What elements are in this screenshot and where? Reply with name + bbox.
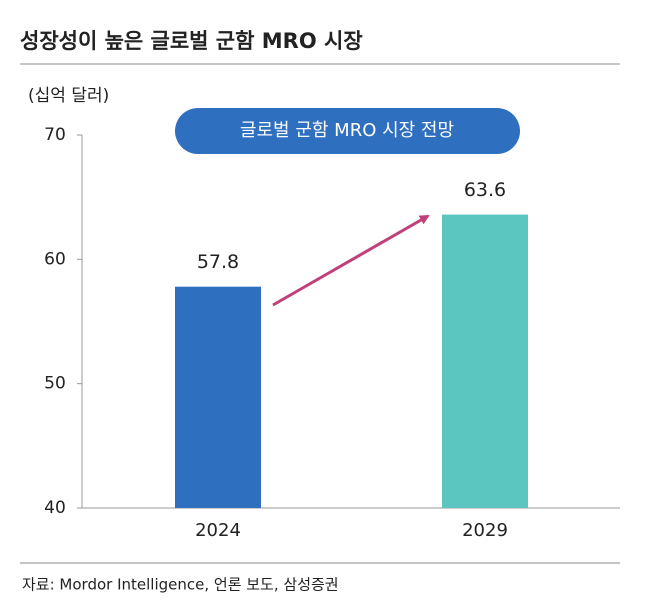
bar [175, 286, 261, 508]
bar [442, 214, 528, 508]
annotation-badge [175, 108, 520, 154]
y-tick-label: 40 [44, 498, 66, 518]
data-label: 57.8 [197, 251, 239, 273]
y-tick-label: 60 [44, 249, 66, 269]
data-label: 63.6 [464, 179, 506, 201]
y-axis-label: (십억 달러) [28, 86, 109, 106]
annotation: 글로벌 군함 MRO 시장 전망 [240, 120, 454, 141]
x-tick-label: 2029 [462, 520, 508, 541]
x-tick-label: 2024 [195, 520, 241, 541]
y-tick-label: 70 [44, 125, 66, 145]
chart-title: 성장성이 높은 글로벌 군함 MRO 시장 [20, 29, 363, 53]
trend-arrow [272, 214, 430, 307]
source: 자료: Mordor Intelligence, 언론 보도, 삼성증권 [22, 576, 339, 594]
y-tick-label: 50 [44, 374, 66, 394]
